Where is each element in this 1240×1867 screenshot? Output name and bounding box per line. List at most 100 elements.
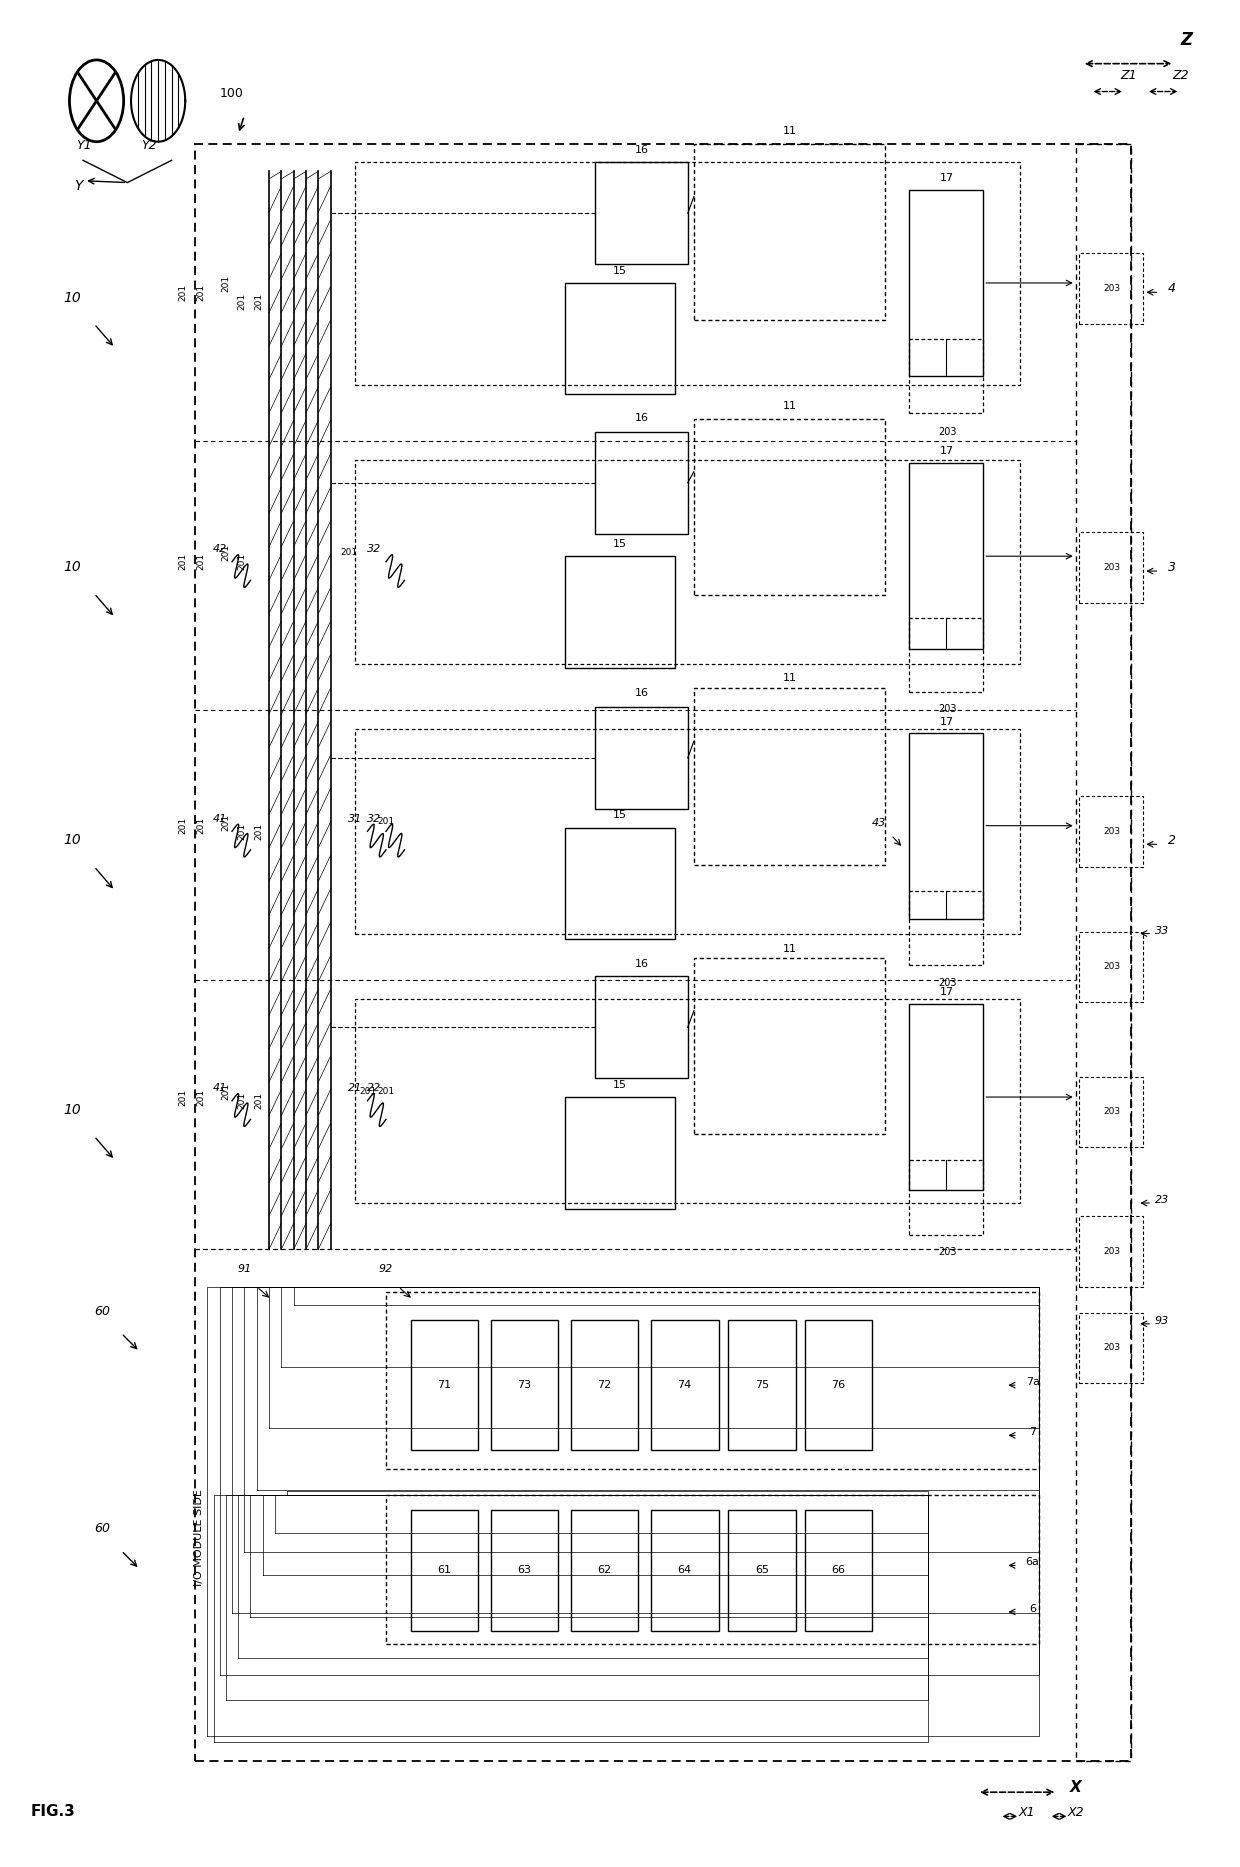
Text: 72: 72 xyxy=(598,1380,611,1391)
Text: 201: 201 xyxy=(222,814,231,831)
Text: 16: 16 xyxy=(635,413,650,422)
Text: 15: 15 xyxy=(613,265,627,276)
Text: FIG.3: FIG.3 xyxy=(31,1804,76,1818)
Text: 201: 201 xyxy=(222,543,231,562)
Text: 16: 16 xyxy=(635,960,650,969)
Text: 43: 43 xyxy=(872,818,885,827)
Text: 32: 32 xyxy=(367,814,381,823)
Text: 61: 61 xyxy=(438,1565,451,1576)
Text: 201: 201 xyxy=(377,1087,394,1096)
Text: 201: 201 xyxy=(237,1092,247,1109)
Text: 100: 100 xyxy=(219,88,244,101)
Text: 201: 201 xyxy=(358,1087,376,1096)
Text: 73: 73 xyxy=(517,1380,532,1391)
Text: 201: 201 xyxy=(197,553,206,569)
Text: Z: Z xyxy=(1180,32,1193,49)
Text: 203: 203 xyxy=(939,428,957,437)
Text: 201: 201 xyxy=(197,1088,206,1105)
Text: 201: 201 xyxy=(377,818,394,827)
Text: 201: 201 xyxy=(237,553,247,569)
Text: 201: 201 xyxy=(254,293,264,310)
Text: 201: 201 xyxy=(179,284,187,301)
Text: 71: 71 xyxy=(438,1380,451,1391)
Text: 66: 66 xyxy=(832,1565,846,1576)
Text: 15: 15 xyxy=(613,1079,627,1090)
Text: 41: 41 xyxy=(212,1083,227,1094)
Text: 11: 11 xyxy=(782,401,797,411)
Text: 32: 32 xyxy=(367,545,381,554)
Text: 17: 17 xyxy=(940,717,954,728)
Text: 201: 201 xyxy=(222,274,231,291)
Text: Z2: Z2 xyxy=(1172,69,1189,82)
Text: 42: 42 xyxy=(212,545,227,554)
Text: Z1: Z1 xyxy=(1121,69,1137,82)
Text: 11: 11 xyxy=(782,945,797,954)
Text: 10: 10 xyxy=(63,291,81,304)
Text: 6a: 6a xyxy=(1025,1557,1039,1568)
Text: 16: 16 xyxy=(635,146,650,155)
Text: 10: 10 xyxy=(63,1103,81,1116)
Text: 4: 4 xyxy=(1168,282,1176,295)
Text: 60: 60 xyxy=(94,1305,110,1318)
Text: 76: 76 xyxy=(832,1380,846,1391)
Text: 21: 21 xyxy=(348,1083,362,1094)
Text: Y1: Y1 xyxy=(77,140,92,151)
Text: 33: 33 xyxy=(1154,926,1169,935)
Text: Y2: Y2 xyxy=(141,140,157,151)
Text: 203: 203 xyxy=(939,1247,957,1256)
Text: 2: 2 xyxy=(1168,835,1176,848)
Text: 60: 60 xyxy=(94,1522,110,1535)
Text: 203: 203 xyxy=(939,704,957,715)
Text: 201: 201 xyxy=(237,293,247,310)
Text: X1: X1 xyxy=(1018,1807,1034,1818)
Text: 92: 92 xyxy=(379,1264,393,1273)
Text: 93: 93 xyxy=(1154,1316,1169,1326)
Text: 23: 23 xyxy=(1154,1195,1169,1204)
Text: 31: 31 xyxy=(348,814,362,823)
Text: 75: 75 xyxy=(755,1380,769,1391)
Text: 201: 201 xyxy=(179,553,187,569)
Text: 201: 201 xyxy=(254,1092,264,1109)
Text: 203: 203 xyxy=(1102,1107,1120,1116)
Text: 10: 10 xyxy=(63,560,81,573)
Text: Y: Y xyxy=(74,179,82,192)
Text: 17: 17 xyxy=(940,988,954,997)
Text: 203: 203 xyxy=(1102,1247,1120,1256)
Text: 203: 203 xyxy=(1102,284,1120,293)
Text: 91: 91 xyxy=(237,1264,252,1273)
Text: 22: 22 xyxy=(367,1083,381,1094)
Text: 203: 203 xyxy=(1102,827,1120,836)
Text: 201: 201 xyxy=(237,823,247,840)
Text: 64: 64 xyxy=(677,1565,692,1576)
Text: 203: 203 xyxy=(1102,1344,1120,1352)
Text: 203: 203 xyxy=(1102,963,1120,971)
Text: 7: 7 xyxy=(1029,1428,1037,1438)
Text: 11: 11 xyxy=(782,672,797,683)
Text: 63: 63 xyxy=(517,1565,532,1576)
Text: 15: 15 xyxy=(613,810,627,820)
Text: X: X xyxy=(1070,1781,1081,1796)
Text: 62: 62 xyxy=(598,1565,611,1576)
Text: 201: 201 xyxy=(254,823,264,840)
Text: 203: 203 xyxy=(1102,562,1120,571)
Text: 15: 15 xyxy=(613,540,627,549)
Text: 201: 201 xyxy=(179,818,187,835)
Text: 201: 201 xyxy=(222,1083,231,1100)
Text: I/O MODULE SIDE: I/O MODULE SIDE xyxy=(193,1490,203,1585)
Text: 16: 16 xyxy=(635,687,650,698)
Text: 11: 11 xyxy=(782,127,797,136)
Text: 201: 201 xyxy=(341,549,357,556)
Text: X2: X2 xyxy=(1068,1807,1084,1818)
Text: 17: 17 xyxy=(940,174,954,183)
Text: 201: 201 xyxy=(179,1088,187,1105)
Text: 6: 6 xyxy=(1029,1604,1037,1613)
Text: 65: 65 xyxy=(755,1565,769,1576)
Text: 203: 203 xyxy=(939,978,957,988)
Text: 7a: 7a xyxy=(1025,1378,1039,1387)
Text: 17: 17 xyxy=(940,446,954,456)
Text: 41: 41 xyxy=(212,814,227,823)
Text: 3: 3 xyxy=(1168,562,1176,573)
Text: 10: 10 xyxy=(63,833,81,848)
Text: 74: 74 xyxy=(677,1380,692,1391)
Text: 201: 201 xyxy=(197,284,206,301)
